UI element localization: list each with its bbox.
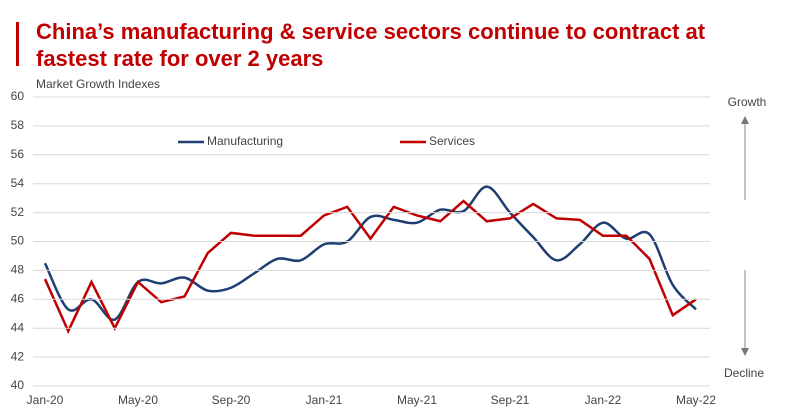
x-tick-label: Jan-22: [585, 393, 622, 407]
chart-title: China’s manufacturing & service sectors …: [36, 19, 706, 71]
y-tick-label: 46: [11, 291, 25, 305]
y-tick-label: 54: [11, 176, 25, 190]
x-tick-label: Jan-20: [27, 393, 64, 407]
annotation: Decline: [724, 366, 764, 380]
y-tick-label: 50: [11, 234, 25, 248]
x-tick-label: May-21: [397, 393, 437, 407]
y-tick-label: 44: [11, 320, 25, 334]
legend-label: Services: [429, 134, 475, 148]
title-accent: [16, 22, 19, 66]
y-tick-label: 60: [11, 89, 25, 103]
y-tick-label: 42: [11, 349, 25, 363]
x-tick-label: May-20: [118, 393, 158, 407]
chart-subtitle: Market Growth Indexes: [36, 77, 161, 91]
x-tick-label: Sep-20: [212, 393, 251, 407]
y-tick-label: 56: [11, 147, 25, 161]
x-tick-label: Sep-21: [491, 393, 530, 407]
series-line: [43, 199, 697, 335]
y-tick-label: 58: [11, 118, 25, 132]
annotation: Growth: [728, 95, 767, 109]
x-tick-label: Jan-21: [306, 393, 343, 407]
series-line: [43, 185, 697, 321]
y-tick-label: 48: [11, 263, 25, 277]
legend-label: Manufacturing: [207, 134, 283, 148]
y-tick-label: 52: [11, 205, 25, 219]
x-tick-label: May-22: [676, 393, 716, 407]
y-tick-label: 40: [11, 378, 25, 392]
